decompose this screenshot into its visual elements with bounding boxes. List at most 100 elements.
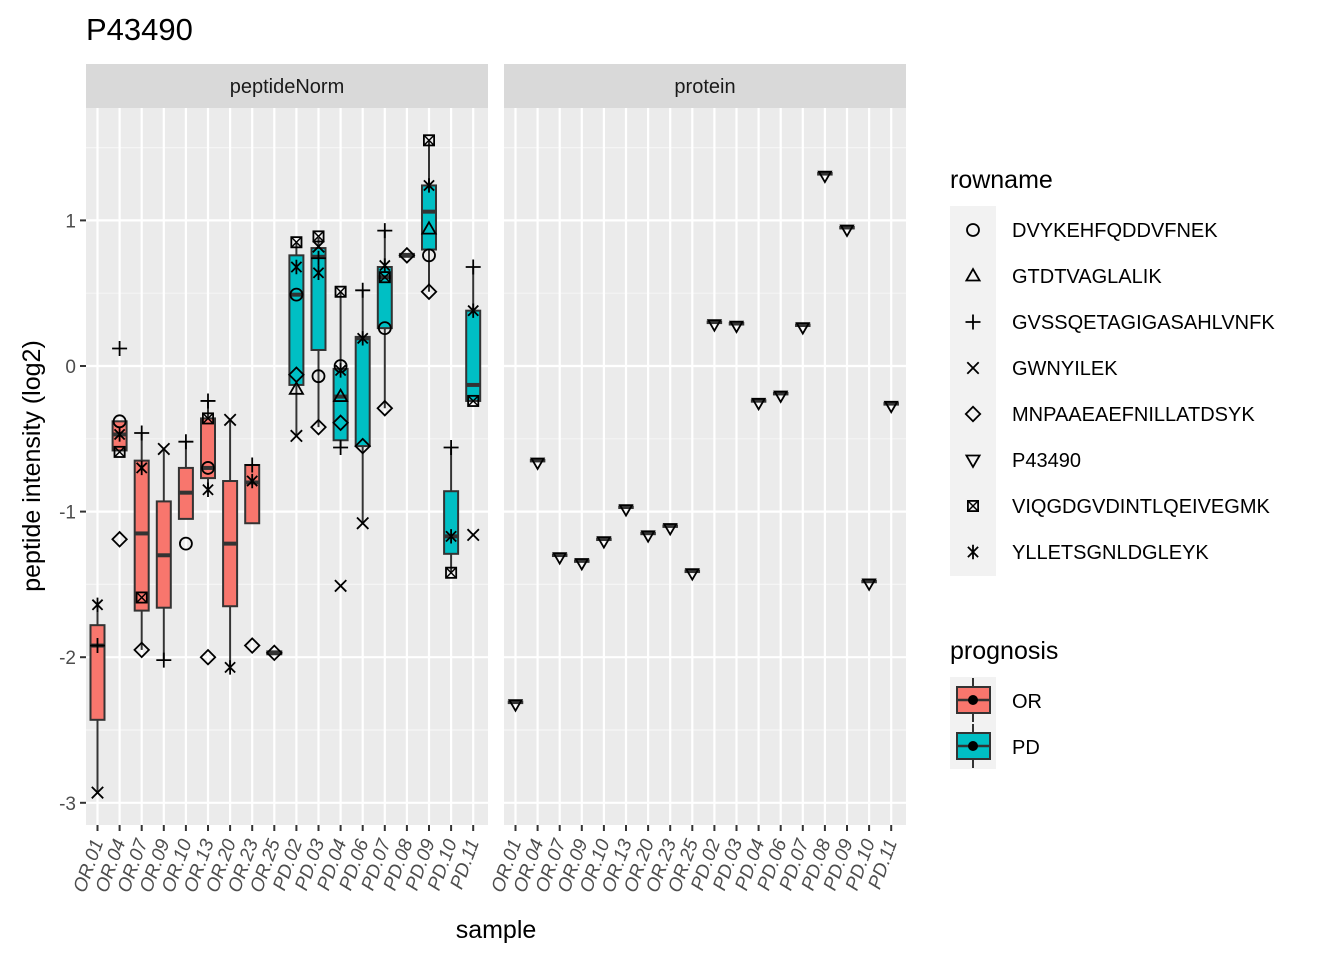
- square-cross-point: [290, 236, 303, 249]
- boxplots: [89, 140, 482, 793]
- square-cross-point: [445, 566, 458, 579]
- triangle-point: [332, 387, 349, 402]
- plus-point: [178, 434, 194, 450]
- point-mark: [378, 271, 391, 284]
- boxplot: [398, 252, 415, 258]
- circle-point: [966, 223, 980, 237]
- boxplot: [310, 237, 327, 428]
- asterisk-point: [967, 544, 979, 560]
- plus-point: [311, 250, 326, 266]
- boxplot: [266, 650, 283, 656]
- point-mark: [157, 442, 171, 456]
- triangle-down-point: [773, 390, 789, 404]
- diamond-point: [243, 637, 261, 655]
- point-mark: [310, 418, 327, 436]
- point-mark: [288, 380, 305, 395]
- legend-label: MNPAAEAEFNILLATDSYK: [1012, 404, 1255, 426]
- circle-point: [311, 369, 326, 384]
- asterisk-point: [423, 178, 435, 193]
- triangle-down-point: [684, 568, 700, 582]
- triangle-down-point: [861, 578, 877, 592]
- point-mark: [113, 445, 126, 458]
- protein-mark: [551, 552, 568, 566]
- point-mark: [596, 536, 612, 550]
- point-mark: [201, 412, 214, 425]
- asterisk-point: [91, 597, 104, 612]
- triangle-down-point: [574, 558, 590, 572]
- protein-mark: [795, 322, 811, 336]
- protein-mark: [706, 319, 723, 333]
- box: [288, 254, 305, 386]
- triangle-down-point: [640, 530, 656, 544]
- point-mark: [243, 637, 261, 655]
- asterisk-point: [113, 427, 126, 442]
- key-dot: [968, 695, 978, 705]
- point-mark: [355, 282, 371, 298]
- y-axis: 1 0 -1 -2 -3: [59, 211, 86, 815]
- point-mark: [965, 314, 981, 330]
- point-mark: [507, 699, 524, 713]
- facet-label: protein: [674, 76, 735, 98]
- asterisk-point: [334, 363, 347, 378]
- plus-point: [443, 440, 459, 456]
- point-mark: [156, 652, 172, 668]
- point-mark: [445, 566, 458, 579]
- diamond-point: [332, 414, 350, 432]
- point-mark: [135, 460, 148, 476]
- plus-point: [90, 638, 105, 654]
- triangle-down-point: [552, 552, 568, 566]
- square-cross-point: [312, 230, 325, 243]
- circle-point: [201, 461, 215, 475]
- point-mark: [135, 591, 148, 604]
- point-mark: [966, 361, 980, 375]
- point-mark: [379, 258, 391, 273]
- protein-mark: [817, 170, 833, 184]
- protein-mark: [618, 504, 634, 518]
- facet-strip: [86, 64, 488, 108]
- point-mark: [178, 434, 194, 450]
- boxplot: [89, 604, 106, 793]
- point-mark: [244, 457, 260, 473]
- point-mark: [334, 285, 347, 298]
- x-axis: OR.01OR.04OR.07OR.09OR.10OR.13OR.20OR.23…: [70, 825, 902, 895]
- data-points: [90, 134, 899, 799]
- legend-title: rowname: [950, 166, 1053, 194]
- point-mark: [312, 230, 325, 243]
- legend-label: GVSSQETAGIGASAHLVNFK: [1012, 312, 1275, 334]
- cross-point: [290, 429, 303, 443]
- circle-point: [422, 248, 436, 263]
- point-mark: [883, 400, 899, 414]
- legend-rowname: rowname DVYKEHFQDDVFNEK GTDTVAGLALIK GVSSQ…: [950, 166, 1275, 576]
- y-tick-label: -2: [59, 648, 76, 669]
- point-mark: [312, 240, 325, 253]
- protein-mark: [574, 558, 590, 572]
- protein-mark: [596, 536, 612, 550]
- square-cross-point: [967, 499, 980, 512]
- boxplot: [244, 464, 261, 525]
- square-cross-point: [378, 271, 391, 284]
- panel-background: [504, 108, 906, 825]
- point-mark: [420, 220, 438, 235]
- point-mark: [113, 427, 126, 442]
- asterisk-point: [202, 482, 214, 497]
- protein-mark: [529, 457, 546, 471]
- point-mark: [134, 425, 150, 441]
- triangle-down-point: [596, 536, 612, 550]
- legend-label: VIQGDGVDINTLQEIVEGMK: [1012, 496, 1270, 518]
- diamond-point: [398, 246, 416, 264]
- point-mark: [445, 567, 457, 579]
- triangle-down-point: [728, 320, 745, 334]
- diamond-point: [354, 437, 372, 455]
- plus-point: [355, 282, 371, 298]
- point-mark: [356, 331, 369, 346]
- key-dot: [968, 741, 978, 751]
- point-mark: [202, 412, 214, 425]
- asterisk-point: [246, 473, 258, 489]
- boxplot: [155, 448, 172, 661]
- point-mark: [113, 446, 126, 458]
- asterisk-point: [467, 303, 479, 318]
- y-tick-label: -1: [59, 503, 76, 524]
- point-mark: [420, 283, 438, 301]
- plus-point: [333, 440, 349, 456]
- asterisk-point: [135, 460, 148, 476]
